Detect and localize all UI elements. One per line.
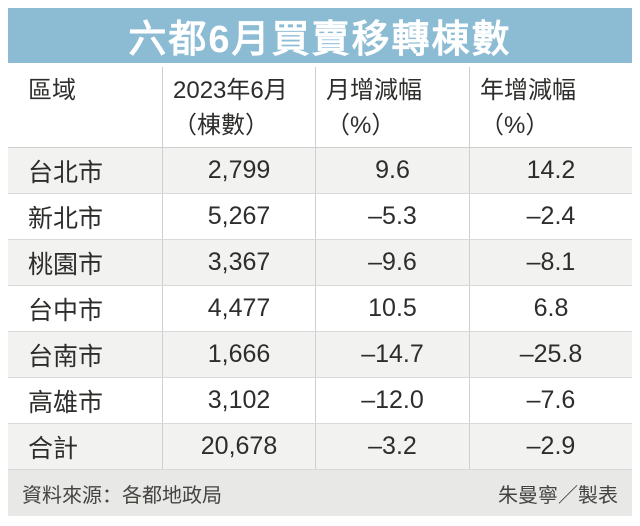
column-header-units: 2023年6月 （棟數） [163,67,316,147]
source-note: 資料來源：各都地政局 [22,484,222,507]
footer-bar: 資料來源：各都地政局 朱曼寧／製表 [8,470,632,516]
yoy-cell: –25.8 [519,340,583,368]
region-cell: 台中市 [8,286,163,331]
table-row-newtaipei: 新北市 5,267 –5.3 –2.4 [8,194,632,240]
yoy-cell: 6.8 [533,294,569,322]
table-row-taipei: 台北市 2,799 9.6 14.2 [8,148,632,194]
mom-cell: –3.2 [316,424,470,469]
column-header-region-label: 區域 [28,77,76,104]
units-cell: 3,102 [163,378,316,423]
table-row-kaohsiung: 高雄市 3,102 –12.0 –7.6 [8,378,632,424]
column-header-mom: 月增減幅 （%） [316,67,470,147]
column-header-yoy: 年增減幅 （%） [470,67,632,147]
mom-cell: –14.7 [316,332,470,377]
table-row-taoyuan: 桃園市 3,367 –9.6 –8.1 [8,240,632,286]
column-header-yoy-line2: （%） [480,112,550,139]
yoy-cell: –7.6 [526,386,576,414]
yoy-cell: –2.4 [526,202,576,230]
yoy-cell: –8.1 [526,248,576,276]
units-cell: 20,678 [163,424,316,469]
title-bar: 六都6月買賣移轉棟數 [8,8,632,63]
units-cell: 3,367 [163,240,316,285]
column-header-mom-line1: 月增減幅 [326,77,422,104]
column-header-units-line1: 2023年6月 [173,77,288,104]
page-title: 六都6月買賣移轉棟數 [128,19,512,61]
mom-cell: –9.6 [316,240,470,285]
table-row-taichung: 台中市 4,477 10.5 6.8 [8,286,632,332]
mom-cell: –12.0 [316,378,470,423]
units-cell: 4,477 [163,286,316,331]
credit-note: 朱曼寧／製表 [498,484,618,507]
data-table: 區域 2023年6月 （棟數） 月增減幅 （%） 年增減幅 （%） 台北市 2,… [8,67,632,470]
units-cell: 2,799 [163,148,316,193]
table-row-total: 合計 20,678 –3.2 –2.9 [8,424,632,470]
column-header-region: 區域 [8,67,163,147]
region-cell: 合計 [8,424,163,469]
infographic-page: 六都6月買賣移轉棟數 區域 2023年6月 （棟數） 月增減幅 （%） 年增減幅… [8,8,632,516]
region-cell: 高雄市 [8,378,163,423]
region-cell: 台南市 [8,332,163,377]
region-cell: 新北市 [8,194,163,239]
table-header-row: 區域 2023年6月 （棟數） 月增減幅 （%） 年增減幅 （%） [8,67,632,148]
units-cell: 1,666 [163,332,316,377]
region-cell: 桃園市 [8,240,163,285]
mom-cell: 10.5 [316,286,470,331]
yoy-cell: –2.9 [526,432,576,460]
column-header-yoy-line1: 年增減幅 [480,77,576,104]
table-row-tainan: 台南市 1,666 –14.7 –25.8 [8,332,632,378]
yoy-cell: 14.2 [526,156,576,184]
column-header-mom-line2: （%） [326,112,396,139]
units-cell: 5,267 [163,194,316,239]
region-cell: 台北市 [8,148,163,193]
mom-cell: 9.6 [316,148,470,193]
mom-cell: –5.3 [316,194,470,239]
column-header-units-line2: （棟數） [173,112,269,139]
